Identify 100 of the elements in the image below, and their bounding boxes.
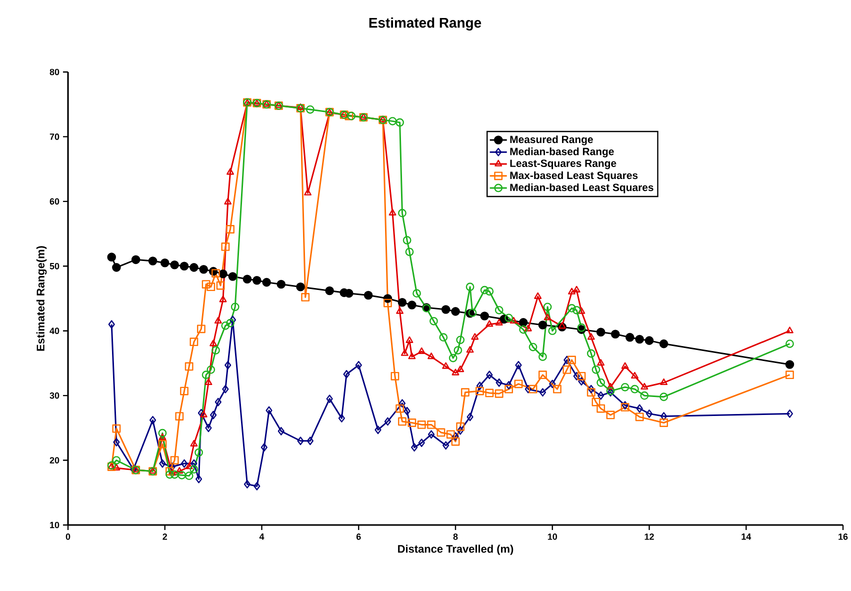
- point: [610, 330, 620, 338]
- point: [210, 410, 217, 420]
- point: [514, 380, 523, 388]
- y-tick-label: 70: [50, 134, 60, 140]
- point: [786, 409, 794, 418]
- point: [466, 412, 474, 422]
- point: [451, 307, 460, 316]
- point: [635, 334, 644, 344]
- point: [170, 260, 179, 270]
- point: [202, 280, 210, 288]
- point: [660, 418, 668, 427]
- point: [400, 349, 408, 356]
- point: [504, 384, 513, 394]
- x-tick-label: 14: [742, 534, 752, 540]
- point: [549, 380, 556, 388]
- point: [396, 404, 404, 413]
- point: [180, 262, 189, 271]
- x-axis-title: Distance Travelled (m): [398, 544, 514, 555]
- point: [216, 281, 225, 290]
- point: [168, 462, 176, 471]
- point: [325, 286, 334, 296]
- point: [441, 305, 450, 314]
- point: [564, 356, 570, 364]
- point: [660, 378, 668, 386]
- point: [573, 372, 580, 380]
- point: [384, 417, 391, 426]
- point: [428, 430, 435, 439]
- point: [180, 386, 188, 396]
- point: [388, 208, 396, 216]
- point: [219, 296, 227, 302]
- point: [411, 443, 418, 452]
- point: [206, 282, 216, 292]
- point: [486, 320, 494, 327]
- x-tick-label: 16: [838, 534, 848, 540]
- point: [224, 198, 232, 204]
- point: [190, 440, 198, 447]
- point: [456, 365, 464, 372]
- x-tick-label: 6: [356, 534, 361, 540]
- point: [190, 459, 198, 468]
- point: [338, 414, 345, 422]
- point: [226, 225, 234, 234]
- point: [229, 316, 236, 324]
- point: [158, 433, 166, 440]
- point: [198, 408, 205, 418]
- point: [276, 280, 286, 289]
- legend-label: Least-Squares Range: [510, 160, 616, 170]
- point: [452, 432, 459, 441]
- point: [471, 333, 479, 340]
- point: [390, 372, 400, 380]
- y-tick-label: 40: [50, 328, 60, 334]
- point: [344, 112, 354, 120]
- point: [112, 464, 120, 470]
- point: [343, 370, 350, 378]
- point: [297, 436, 304, 446]
- point: [660, 412, 668, 420]
- point: [625, 332, 634, 342]
- point: [786, 326, 794, 334]
- point: [398, 298, 407, 307]
- point: [218, 270, 228, 278]
- point: [496, 378, 502, 387]
- point: [408, 300, 416, 310]
- point: [296, 103, 304, 110]
- y-tick-label: 50: [50, 262, 60, 270]
- point: [598, 391, 604, 400]
- point: [476, 382, 484, 390]
- point: [214, 398, 222, 406]
- point: [646, 409, 653, 418]
- point: [180, 459, 188, 468]
- point: [466, 346, 474, 353]
- point: [205, 424, 212, 432]
- point: [398, 399, 406, 408]
- point: [428, 352, 436, 360]
- point: [190, 338, 198, 346]
- point: [131, 255, 140, 264]
- point: [221, 242, 230, 251]
- point: [112, 424, 121, 433]
- point: [524, 324, 532, 332]
- point: [596, 328, 606, 337]
- x-tick-label: 10: [548, 534, 558, 540]
- point: [538, 320, 548, 330]
- point: [538, 370, 547, 380]
- point: [562, 365, 572, 374]
- point: [418, 438, 425, 448]
- y-tick-label: 20: [50, 457, 60, 464]
- point: [534, 292, 542, 299]
- point: [252, 276, 262, 285]
- point: [190, 263, 198, 272]
- point: [404, 406, 410, 416]
- point: [304, 188, 312, 196]
- point: [528, 384, 538, 394]
- point: [644, 336, 654, 345]
- point: [578, 377, 585, 386]
- point: [228, 272, 238, 281]
- y-tick-label: 60: [50, 198, 60, 205]
- legend-label: Measured Range: [510, 135, 593, 146]
- point: [160, 258, 170, 268]
- point: [418, 347, 426, 354]
- point: [184, 362, 194, 371]
- point: [588, 384, 594, 394]
- point: [383, 298, 392, 308]
